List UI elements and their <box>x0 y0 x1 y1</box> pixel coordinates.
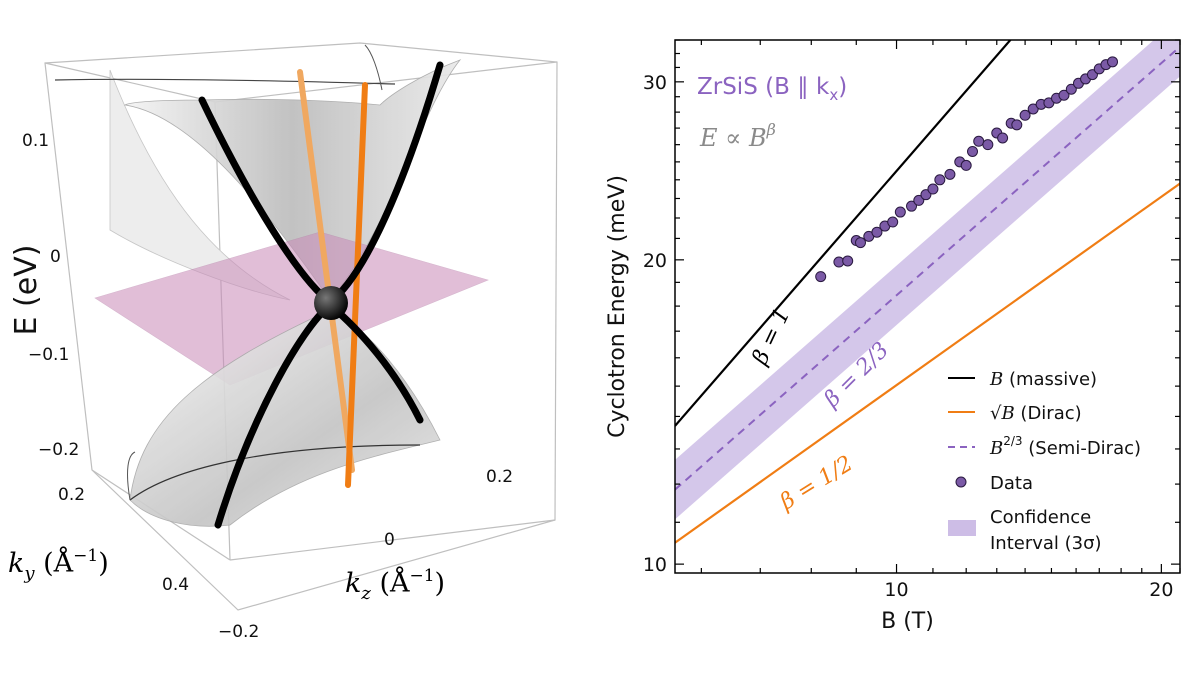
legend-label-semi-dirac: B2/3 (Semi-Dirac) <box>989 434 1141 459</box>
series-label-massive: β = 1 <box>747 304 795 369</box>
data-point <box>927 183 939 195</box>
y-axis-label: Cyclotron Energy (meV) <box>605 175 630 438</box>
kz-tick-label: −0.2 <box>218 622 259 642</box>
data-point <box>854 237 866 249</box>
legend-label-confidence: Confidence <box>990 507 1091 528</box>
linear-branch-front <box>345 82 368 488</box>
confidence-band <box>675 40 1180 520</box>
axes: 10 20 10 20 30 B (T) Cyclotron Energy (meV) <box>605 39 1181 634</box>
lower-band-rim-2 <box>127 451 136 501</box>
energy-axis-label: E (eV) <box>9 245 44 336</box>
band-structure-3d-panel: 0.1 0 −0.1 −0.2 E (eV) 0.2 0.4 ky (Å−1) … <box>8 42 558 642</box>
data-point <box>967 145 979 157</box>
kz-axis-label: kz (Å−1) <box>345 566 445 604</box>
data-point <box>906 200 918 212</box>
series-line-dirac <box>675 182 1180 544</box>
upper-band-rim-2 <box>364 44 383 91</box>
data-point <box>887 216 899 228</box>
ky-tick-label: 0.2 <box>58 485 85 505</box>
energy-tick-label: −0.1 <box>28 345 69 365</box>
legend-label-dirac: √B (Dirac) <box>990 403 1082 424</box>
energy-axis: 0.1 0 −0.1 −0.2 E (eV) <box>9 131 79 460</box>
y-tick-label: 20 <box>643 250 667 272</box>
legend-label-massive: B (massive) <box>989 369 1097 390</box>
kz-tick-label: 0 <box>384 530 395 550</box>
kz-tick-label: 0.2 <box>486 467 513 487</box>
ky-axis: 0.2 0.4 ky (Å−1) <box>8 485 189 595</box>
data-point <box>871 226 883 238</box>
x-tick-label: 20 <box>1149 579 1173 601</box>
linear-branch-back <box>297 69 355 473</box>
energy-tick-label: 0 <box>50 247 61 267</box>
band-touching-point <box>314 286 348 320</box>
data-point <box>913 194 925 206</box>
y-tick-label: 10 <box>643 554 667 576</box>
plot-area <box>675 40 1180 544</box>
x-axis-label: B (T) <box>881 609 934 634</box>
lower-band-rim <box>129 444 421 501</box>
data-point <box>997 132 1009 144</box>
energy-tick-label: −0.2 <box>38 440 79 460</box>
legend-swatch-data <box>955 476 967 488</box>
legend-swatch-confidence <box>948 520 976 536</box>
legend: B (massive) √B (Dirac) B2/3 (Semi-Dirac)… <box>948 369 1141 554</box>
ky-tick-label: 0.4 <box>162 575 189 595</box>
series-line-massive <box>675 40 1012 427</box>
y-tick-label: 30 <box>643 72 667 94</box>
energy-tick-label: 0.1 <box>22 131 49 151</box>
data-point <box>944 168 956 180</box>
legend-label-data: Data <box>990 473 1033 494</box>
data-point <box>1019 109 1031 121</box>
upper-band-rim <box>54 78 396 85</box>
data-point <box>960 159 972 171</box>
legend-label-interval: Interval (3σ) <box>990 533 1102 554</box>
fermi-plane <box>94 231 489 386</box>
data-point <box>894 206 906 218</box>
cyclotron-energy-panel: 10 20 10 20 30 B (T) Cyclotron Energy (meV) Zr… <box>605 39 1181 634</box>
material-annotation: ZrSiS (B ∥ kx) <box>697 74 847 104</box>
data-point <box>1107 56 1119 68</box>
data-point <box>1011 119 1023 131</box>
data-point <box>934 174 946 186</box>
data-point <box>1065 83 1077 95</box>
kz-axis: 0.2 0 −0.2 kz (Å−1) <box>218 467 513 642</box>
power-law-annotation: E ∝ Bβ <box>699 120 776 152</box>
ky-axis-label: ky (Å−1) <box>8 546 109 584</box>
data-point <box>982 139 994 151</box>
data-point <box>815 271 827 283</box>
series-label-dirac: β = 1/2 <box>775 451 857 515</box>
data-point <box>1058 89 1070 101</box>
data-point <box>842 255 854 267</box>
x-tick-label: 10 <box>884 579 908 601</box>
data-point <box>973 135 985 147</box>
